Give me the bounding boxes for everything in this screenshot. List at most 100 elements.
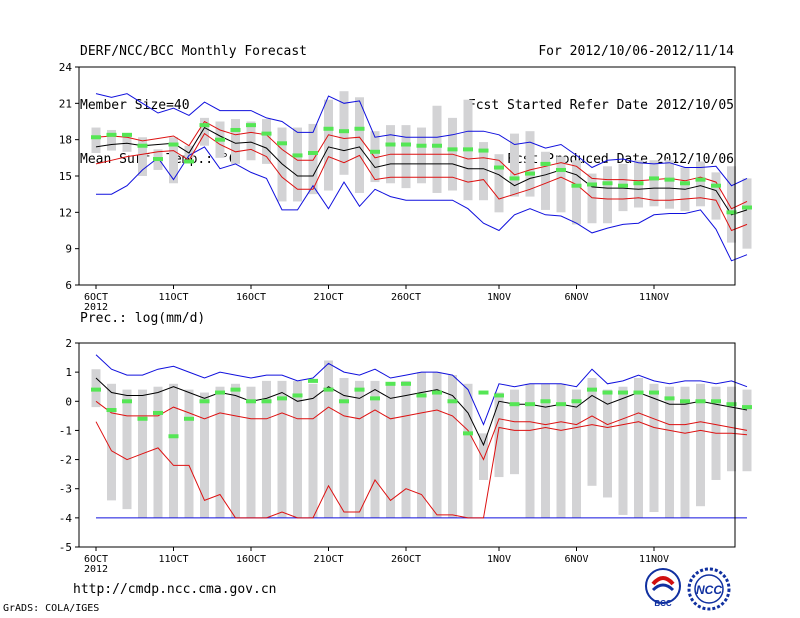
median-marker: [664, 396, 675, 401]
lower-inner2-line: [95, 421, 748, 519]
median-marker: [323, 387, 334, 392]
box-bar: [169, 383, 178, 518]
box-bar: [200, 392, 209, 518]
median-marker: [478, 390, 489, 395]
median-marker: [292, 393, 303, 398]
x-tick-label: 21OCT: [313, 554, 343, 565]
box-bar: [293, 127, 302, 202]
box-bar: [727, 386, 736, 472]
box-bar: [541, 151, 550, 210]
box-bar: [107, 129, 116, 151]
box-bar: [308, 383, 318, 518]
box-bar: [463, 383, 473, 518]
median-marker: [509, 176, 520, 181]
box-bar: [587, 377, 597, 486]
box-bar: [262, 380, 271, 518]
x-tick-label: 6OCT: [84, 554, 108, 565]
bcc-logo: BCC: [645, 568, 681, 608]
box-bar: [649, 383, 659, 513]
median-marker: [106, 408, 117, 413]
lower-inner-line: [95, 400, 748, 461]
box-bar: [370, 131, 380, 183]
median-marker: [742, 205, 752, 210]
box-bar: [510, 389, 519, 475]
median-marker: [277, 396, 287, 401]
median-marker: [277, 141, 287, 146]
median-marker: [664, 177, 675, 182]
median-marker: [292, 153, 303, 158]
box-bar: [122, 389, 132, 510]
median-marker: [122, 132, 132, 137]
median-marker: [649, 390, 659, 395]
box-bar: [432, 105, 442, 193]
box-bar: [417, 372, 426, 518]
x-tick-sublabel: 2012: [84, 564, 108, 575]
x-tick-label: 1NOV: [487, 554, 511, 565]
box-bar: [525, 383, 535, 518]
y-tick-label: 9: [65, 243, 72, 256]
median-marker: [184, 159, 194, 164]
x-tick-label: 26OCT: [391, 554, 421, 565]
median-marker: [633, 181, 644, 186]
median-marker: [587, 387, 597, 392]
median-marker: [401, 142, 411, 147]
median-marker: [509, 402, 520, 407]
box-bar: [541, 383, 550, 518]
median-marker: [695, 399, 706, 404]
y-tick-label: 0: [65, 395, 72, 408]
median-marker: [246, 123, 256, 128]
median-marker: [494, 165, 504, 170]
median-marker: [370, 396, 380, 401]
median-marker: [525, 402, 535, 407]
footer-url[interactable]: http://cmdp.ncc.cma.gov.cn: [73, 582, 277, 597]
box-bar: [277, 380, 287, 518]
box-bar: [742, 178, 752, 249]
box-bar: [696, 161, 705, 207]
median-marker: [215, 390, 225, 395]
ncc-logo-text: NCC: [696, 583, 722, 597]
median-marker: [153, 410, 163, 415]
box-bar: [618, 386, 628, 515]
box-bar: [231, 119, 240, 164]
x-tick-label: 1NOV: [487, 292, 511, 303]
box-bar: [231, 383, 240, 518]
median-marker: [494, 393, 504, 398]
x-tick-label: 16OCT: [236, 554, 266, 565]
median-marker: [246, 399, 256, 404]
median-marker: [695, 177, 706, 182]
median-marker: [416, 143, 427, 148]
box-bar: [401, 380, 411, 518]
box-bar: [169, 137, 178, 184]
median-marker: [571, 399, 582, 404]
median-marker: [308, 150, 318, 155]
box-bar: [138, 137, 147, 176]
box-bar: [494, 154, 504, 213]
median-marker: [137, 416, 148, 421]
box-bar: [510, 133, 519, 197]
box-bar: [122, 133, 132, 152]
median-marker: [401, 381, 411, 386]
box-bar: [649, 160, 659, 207]
box-bar: [355, 97, 364, 193]
y-tick-label: 24: [59, 61, 73, 74]
box-bar: [696, 383, 705, 507]
box-bar: [494, 392, 504, 478]
box-bar: [432, 372, 442, 518]
box-bar: [153, 386, 163, 518]
box-bar: [308, 123, 318, 195]
box-bar: [107, 383, 116, 501]
median-marker: [137, 143, 148, 148]
box-bar: [324, 360, 333, 518]
median-marker: [385, 381, 396, 386]
median-marker: [447, 147, 458, 152]
ncc-logo: NCC: [687, 567, 731, 611]
box-bar: [479, 142, 488, 201]
box-bar: [525, 131, 535, 197]
y-tick-label: -2: [59, 454, 72, 467]
median-marker: [742, 405, 752, 410]
median-marker: [618, 390, 628, 395]
box-bar: [339, 377, 349, 518]
median-marker: [540, 399, 551, 404]
median-marker: [323, 126, 334, 131]
